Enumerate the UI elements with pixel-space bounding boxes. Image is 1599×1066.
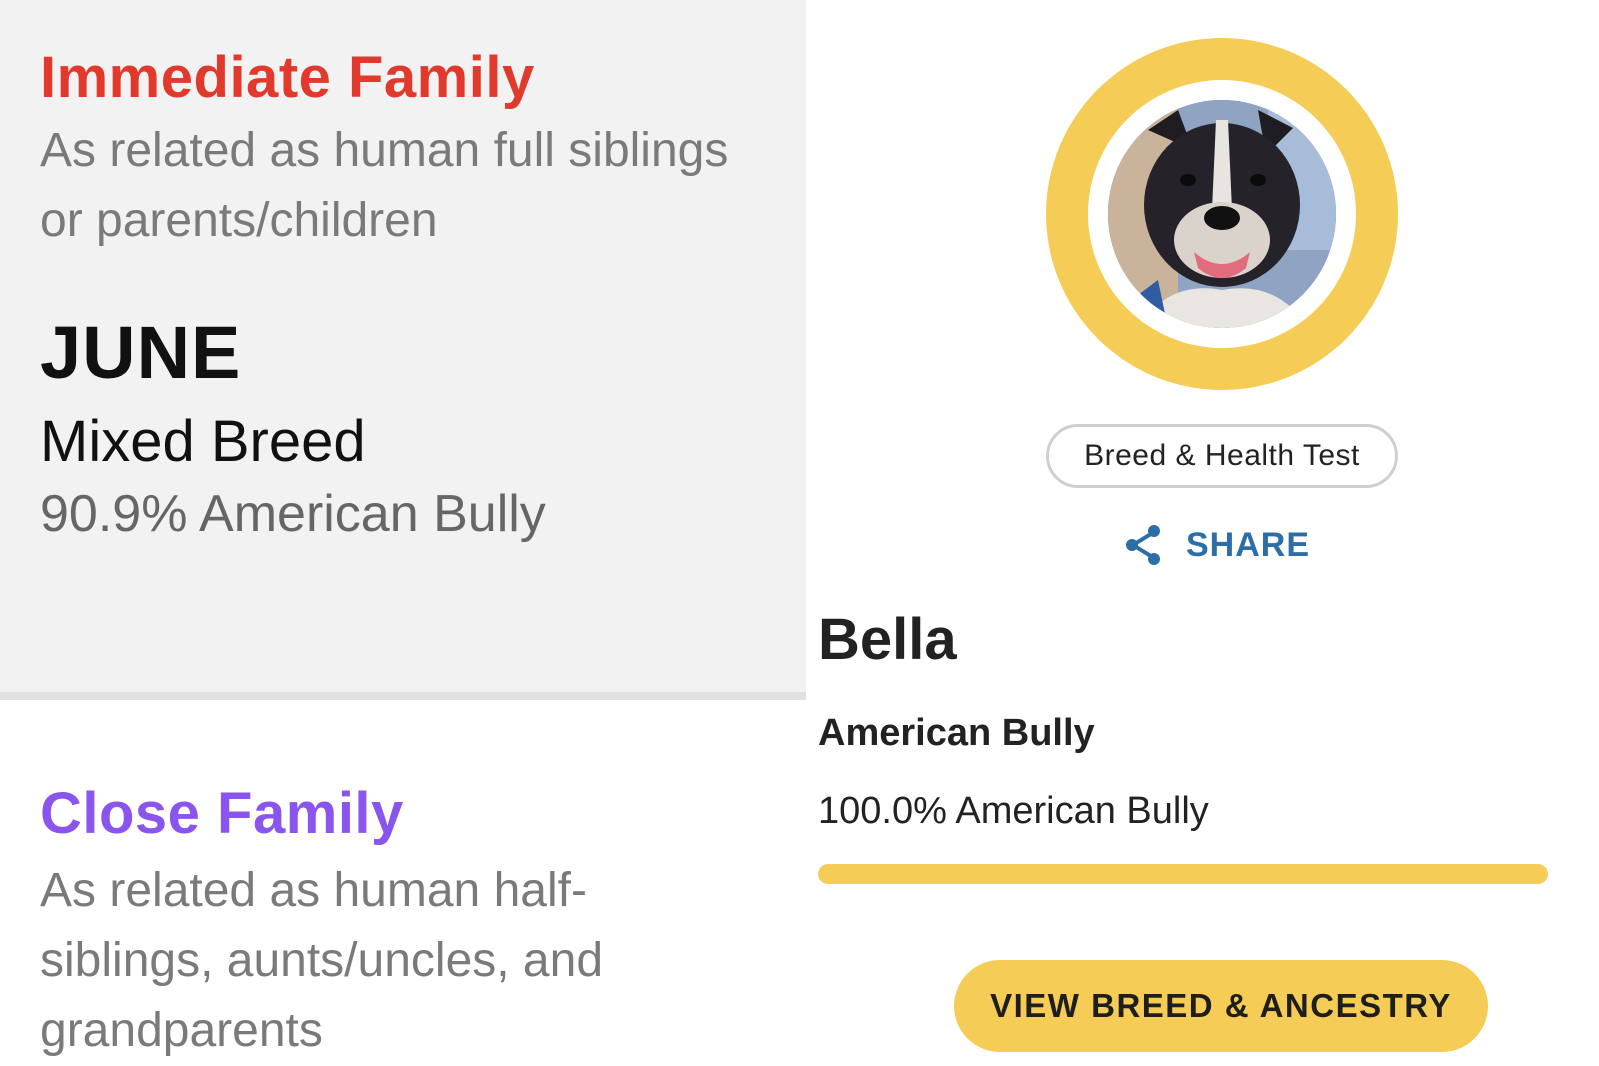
close-family-section: Close Family As related as human half-si…	[0, 700, 806, 1066]
dog-photo-illustration	[1108, 100, 1336, 328]
close-family-description: As related as human half-siblings, aunts…	[40, 864, 604, 1057]
relative-name[interactable]: JUNE	[40, 311, 242, 394]
immediate-family-title: Immediate Family	[40, 45, 535, 110]
avatar-frame	[1088, 80, 1356, 348]
dog-breed: American Bully	[818, 712, 1095, 754]
relative-breed: Mixed Breed	[40, 409, 366, 474]
immediate-family-description: As related as human full siblings or par…	[40, 124, 729, 247]
relative-breed-percentage: 90.9% American Bully	[40, 485, 546, 543]
share-icon	[1126, 525, 1160, 565]
dog-breed-percentage: 100.0% American Bully	[818, 790, 1209, 832]
immediate-family-section: Immediate Family As related as human ful…	[0, 0, 806, 700]
breed-percentage-bar	[818, 864, 1548, 884]
dog-avatar-photo[interactable]	[1108, 100, 1336, 328]
avatar-ring	[1046, 38, 1398, 390]
dog-name: Bella	[818, 607, 957, 672]
share-button[interactable]: SHARE	[1124, 520, 1310, 570]
test-type-badge: Breed & Health Test	[1046, 424, 1398, 488]
view-breed-ancestry-button[interactable]: VIEW BREED & ANCESTRY	[954, 960, 1488, 1052]
close-family-title: Close Family	[40, 781, 404, 846]
share-label: SHARE	[1186, 525, 1311, 564]
breed-percentage-bar-fill	[818, 864, 1548, 884]
dog-profile-panel: Breed & Health Test SHARE Bella American…	[806, 0, 1599, 1066]
